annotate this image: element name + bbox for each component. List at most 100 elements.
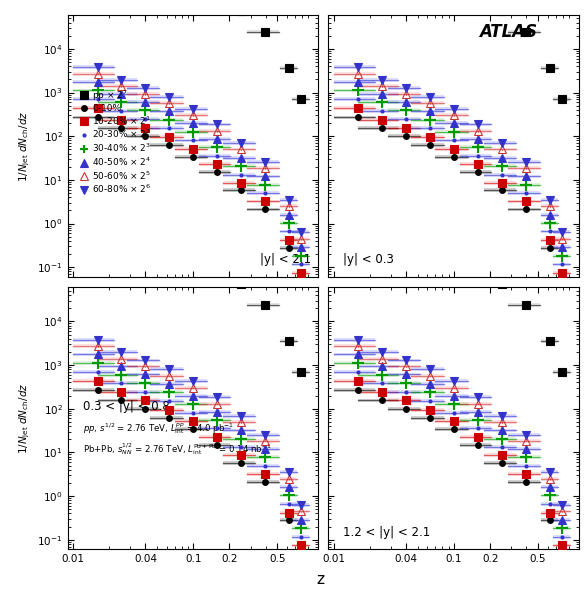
Bar: [334, 116, 375, 119]
Bar: [292, 245, 309, 249]
Bar: [292, 544, 309, 548]
Bar: [247, 447, 279, 451]
Bar: [411, 238, 444, 242]
Bar: [484, 188, 516, 192]
Bar: [553, 97, 570, 101]
Bar: [151, 95, 183, 99]
Bar: [484, 148, 516, 151]
Bar: [199, 162, 230, 166]
Bar: [553, 544, 570, 548]
Bar: [280, 198, 297, 202]
Bar: [508, 472, 540, 476]
Bar: [223, 164, 255, 168]
Bar: [334, 72, 375, 75]
Bar: [73, 97, 114, 102]
Bar: [411, 143, 444, 147]
Bar: [359, 399, 397, 402]
Bar: [175, 107, 207, 110]
Bar: [280, 477, 297, 481]
Bar: [411, 127, 444, 130]
Bar: [436, 113, 467, 117]
Bar: [508, 175, 540, 178]
Bar: [359, 221, 397, 225]
Bar: [484, 453, 516, 457]
Bar: [223, 453, 255, 457]
Bar: [175, 113, 207, 117]
Bar: [541, 485, 558, 489]
Bar: [247, 191, 279, 195]
Bar: [334, 352, 375, 356]
Bar: [199, 122, 230, 127]
Bar: [387, 390, 420, 393]
Bar: [541, 519, 558, 522]
Bar: [73, 106, 114, 110]
Bar: [223, 446, 255, 449]
Text: z: z: [316, 572, 325, 587]
Bar: [175, 411, 207, 415]
Bar: [151, 238, 183, 242]
Bar: [508, 191, 540, 195]
Bar: [199, 402, 230, 406]
Bar: [387, 100, 420, 104]
Bar: [359, 84, 397, 88]
Bar: [541, 477, 558, 481]
Bar: [460, 162, 491, 166]
Bar: [541, 230, 558, 233]
Bar: [541, 511, 558, 514]
Bar: [508, 303, 540, 307]
Bar: [387, 109, 420, 112]
Bar: [151, 382, 183, 386]
Text: 1.2 < |y| < 2.1: 1.2 < |y| < 2.1: [343, 526, 431, 539]
Bar: [280, 238, 297, 242]
Bar: [223, 173, 255, 176]
Bar: [359, 365, 397, 368]
Bar: [73, 89, 114, 92]
Bar: [175, 129, 207, 134]
Bar: [553, 245, 570, 249]
Bar: [292, 518, 309, 522]
Bar: [223, 414, 255, 418]
Bar: [334, 106, 375, 110]
Bar: [199, 435, 230, 438]
Bar: [223, 188, 255, 192]
Bar: [436, 394, 467, 397]
Bar: [151, 416, 183, 420]
Bar: [199, 443, 230, 447]
Bar: [292, 503, 309, 507]
Bar: [460, 264, 491, 267]
Bar: [484, 164, 516, 168]
Bar: [127, 92, 159, 96]
Bar: [280, 470, 297, 474]
Bar: [541, 204, 558, 208]
Bar: [292, 237, 309, 241]
Bar: [73, 361, 114, 365]
Bar: [359, 109, 397, 113]
Bar: [127, 109, 159, 112]
Bar: [508, 183, 540, 187]
Bar: [387, 407, 420, 410]
Bar: [484, 156, 516, 160]
Bar: [292, 263, 309, 266]
Text: $pp$, $s^{1/2}$ = 2.76 TeV, $L_{\rm int}^{pp}$ = 4.0 pb$^{-1}$: $pp$, $s^{1/2}$ = 2.76 TeV, $L_{\rm int}…: [83, 421, 234, 436]
Bar: [359, 100, 397, 104]
Bar: [387, 365, 420, 368]
Bar: [484, 461, 516, 465]
Bar: [127, 117, 159, 121]
Bar: [508, 200, 540, 204]
Bar: [387, 86, 420, 90]
Bar: [553, 510, 570, 513]
Bar: [411, 95, 444, 99]
Bar: [359, 118, 397, 122]
Bar: [292, 254, 309, 258]
Bar: [199, 146, 230, 149]
Bar: [436, 121, 467, 125]
Bar: [73, 379, 114, 383]
Bar: [127, 372, 159, 377]
Bar: [508, 456, 540, 459]
Bar: [127, 359, 159, 362]
Bar: [436, 155, 467, 159]
Bar: [541, 470, 558, 474]
Bar: [127, 399, 159, 402]
Bar: [508, 439, 540, 443]
Bar: [292, 230, 309, 234]
